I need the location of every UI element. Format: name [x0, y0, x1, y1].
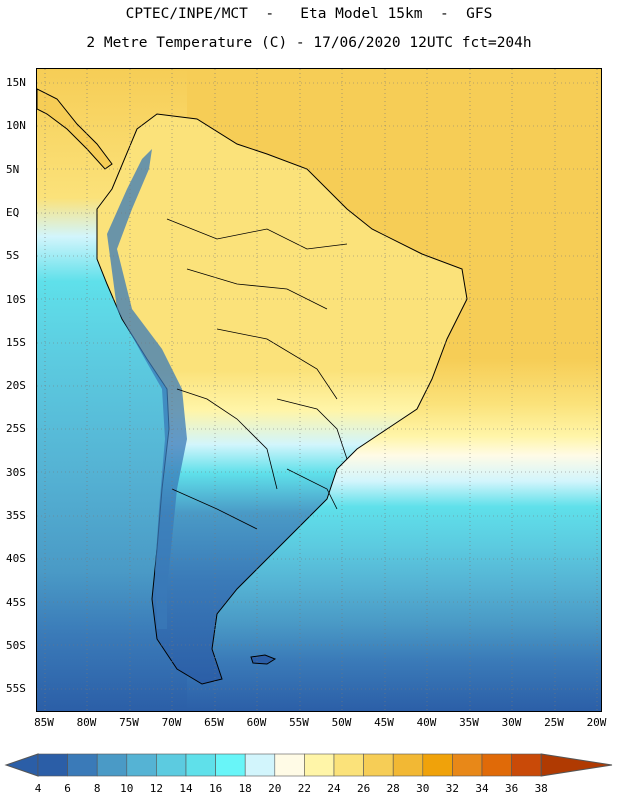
colorbar-box — [392, 753, 424, 777]
colorbar-tick-label: 6 — [64, 782, 71, 795]
latitude-label: 20S — [6, 379, 26, 393]
colorbar-tick-label: 10 — [120, 782, 133, 795]
longitude-label: 75W — [119, 716, 139, 729]
longitude-label: 50W — [331, 716, 352, 729]
colorbar-max-arrow — [540, 753, 613, 777]
colorbar-tick-label: 24 — [327, 782, 341, 795]
latitude-label: 5N — [6, 162, 20, 176]
latitude-label: 5S — [6, 249, 20, 263]
colorbar-tick-label: 32 — [446, 782, 459, 795]
longitude-label: 25W — [544, 716, 564, 729]
colorbar-min-arrow — [4, 753, 39, 777]
colorbar-tick-label: 12 — [150, 782, 163, 795]
longitude-label: 60W — [246, 716, 267, 729]
latitude-label: 50S — [6, 638, 26, 652]
colorbar-box — [126, 753, 157, 777]
colorbar-tick-label: 34 — [475, 782, 489, 795]
colorbar-tick-label: 20 — [268, 782, 281, 795]
latitude-label: 15N — [6, 76, 26, 89]
colorbar-box — [37, 753, 68, 777]
andes-cold-band — [107, 149, 187, 629]
colorbar-box — [481, 753, 512, 777]
colorbar-box — [511, 753, 542, 777]
colorbar-box — [363, 753, 394, 777]
map-subtitle: 2 Metre Temperature (C) - 17/06/2020 12U… — [86, 35, 532, 51]
latitude-label: 10S — [6, 292, 26, 306]
colorbar-box — [274, 753, 305, 777]
colorbar-tick-label: 18 — [239, 782, 252, 795]
colorbar-box — [333, 753, 364, 777]
colorbar-tick-label: 4 — [35, 782, 42, 795]
colorbar-box — [156, 753, 187, 777]
colorbar-box — [422, 753, 453, 777]
longitude-label: 30W — [501, 716, 522, 729]
colorbar-box — [96, 753, 128, 777]
latitude-label: 30S — [6, 465, 26, 479]
longitude-label: 80W — [76, 716, 97, 729]
colorbar-tick-label: 16 — [209, 782, 222, 795]
colorbar: 4 6 8 10 12 14 16 18 20 22 24 26 28 30 32 34 36 38 — [4, 753, 613, 795]
temperature-map — [36, 68, 602, 712]
latitude-label: 15S — [6, 335, 26, 349]
colorbar-tick-label: 28 — [387, 782, 400, 795]
colorbar-box — [67, 753, 98, 777]
colorbar-box — [304, 753, 335, 777]
longitude-label: 45W — [374, 716, 394, 729]
colorbar-tick-label: 30 — [416, 782, 429, 795]
longitude-label: 65W — [204, 716, 224, 729]
latitude-label: 40S — [6, 552, 26, 566]
colorbar-tick-label: 36 — [505, 782, 518, 795]
longitude-label: 40W — [416, 716, 437, 729]
colorbar-tick-label: 26 — [357, 782, 370, 795]
country-borders — [166, 218, 348, 530]
latitude-label: 35S — [6, 509, 26, 522]
longitude-label: 35W — [459, 716, 479, 729]
colorbar-box — [244, 753, 276, 777]
latitude-label: 25S — [6, 422, 26, 436]
longitude-label: 20W — [586, 716, 607, 729]
latitude-label: EQ — [6, 205, 20, 219]
longitude-label: 70W — [161, 716, 182, 729]
latitude-label: 55S — [6, 682, 26, 696]
colorbar-tick-label: 22 — [298, 782, 311, 795]
graticule — [37, 69, 601, 711]
colorbar-box — [185, 753, 216, 777]
longitude-label: 55W — [289, 716, 309, 729]
colorbar-tick-label: 14 — [179, 782, 193, 795]
colorbar-tick-label: 38 — [535, 782, 548, 795]
map-title: CPTEC/INPE/MCT - Eta Model 15km - GFS — [125, 6, 493, 22]
colorbar-tick-label: 8 — [94, 782, 101, 795]
latitude-label: 10N — [6, 119, 26, 133]
longitude-label: 85W — [34, 716, 54, 729]
colorbar-box — [452, 753, 483, 777]
colorbar-box — [215, 753, 246, 777]
latitude-label: 45S — [6, 595, 26, 609]
